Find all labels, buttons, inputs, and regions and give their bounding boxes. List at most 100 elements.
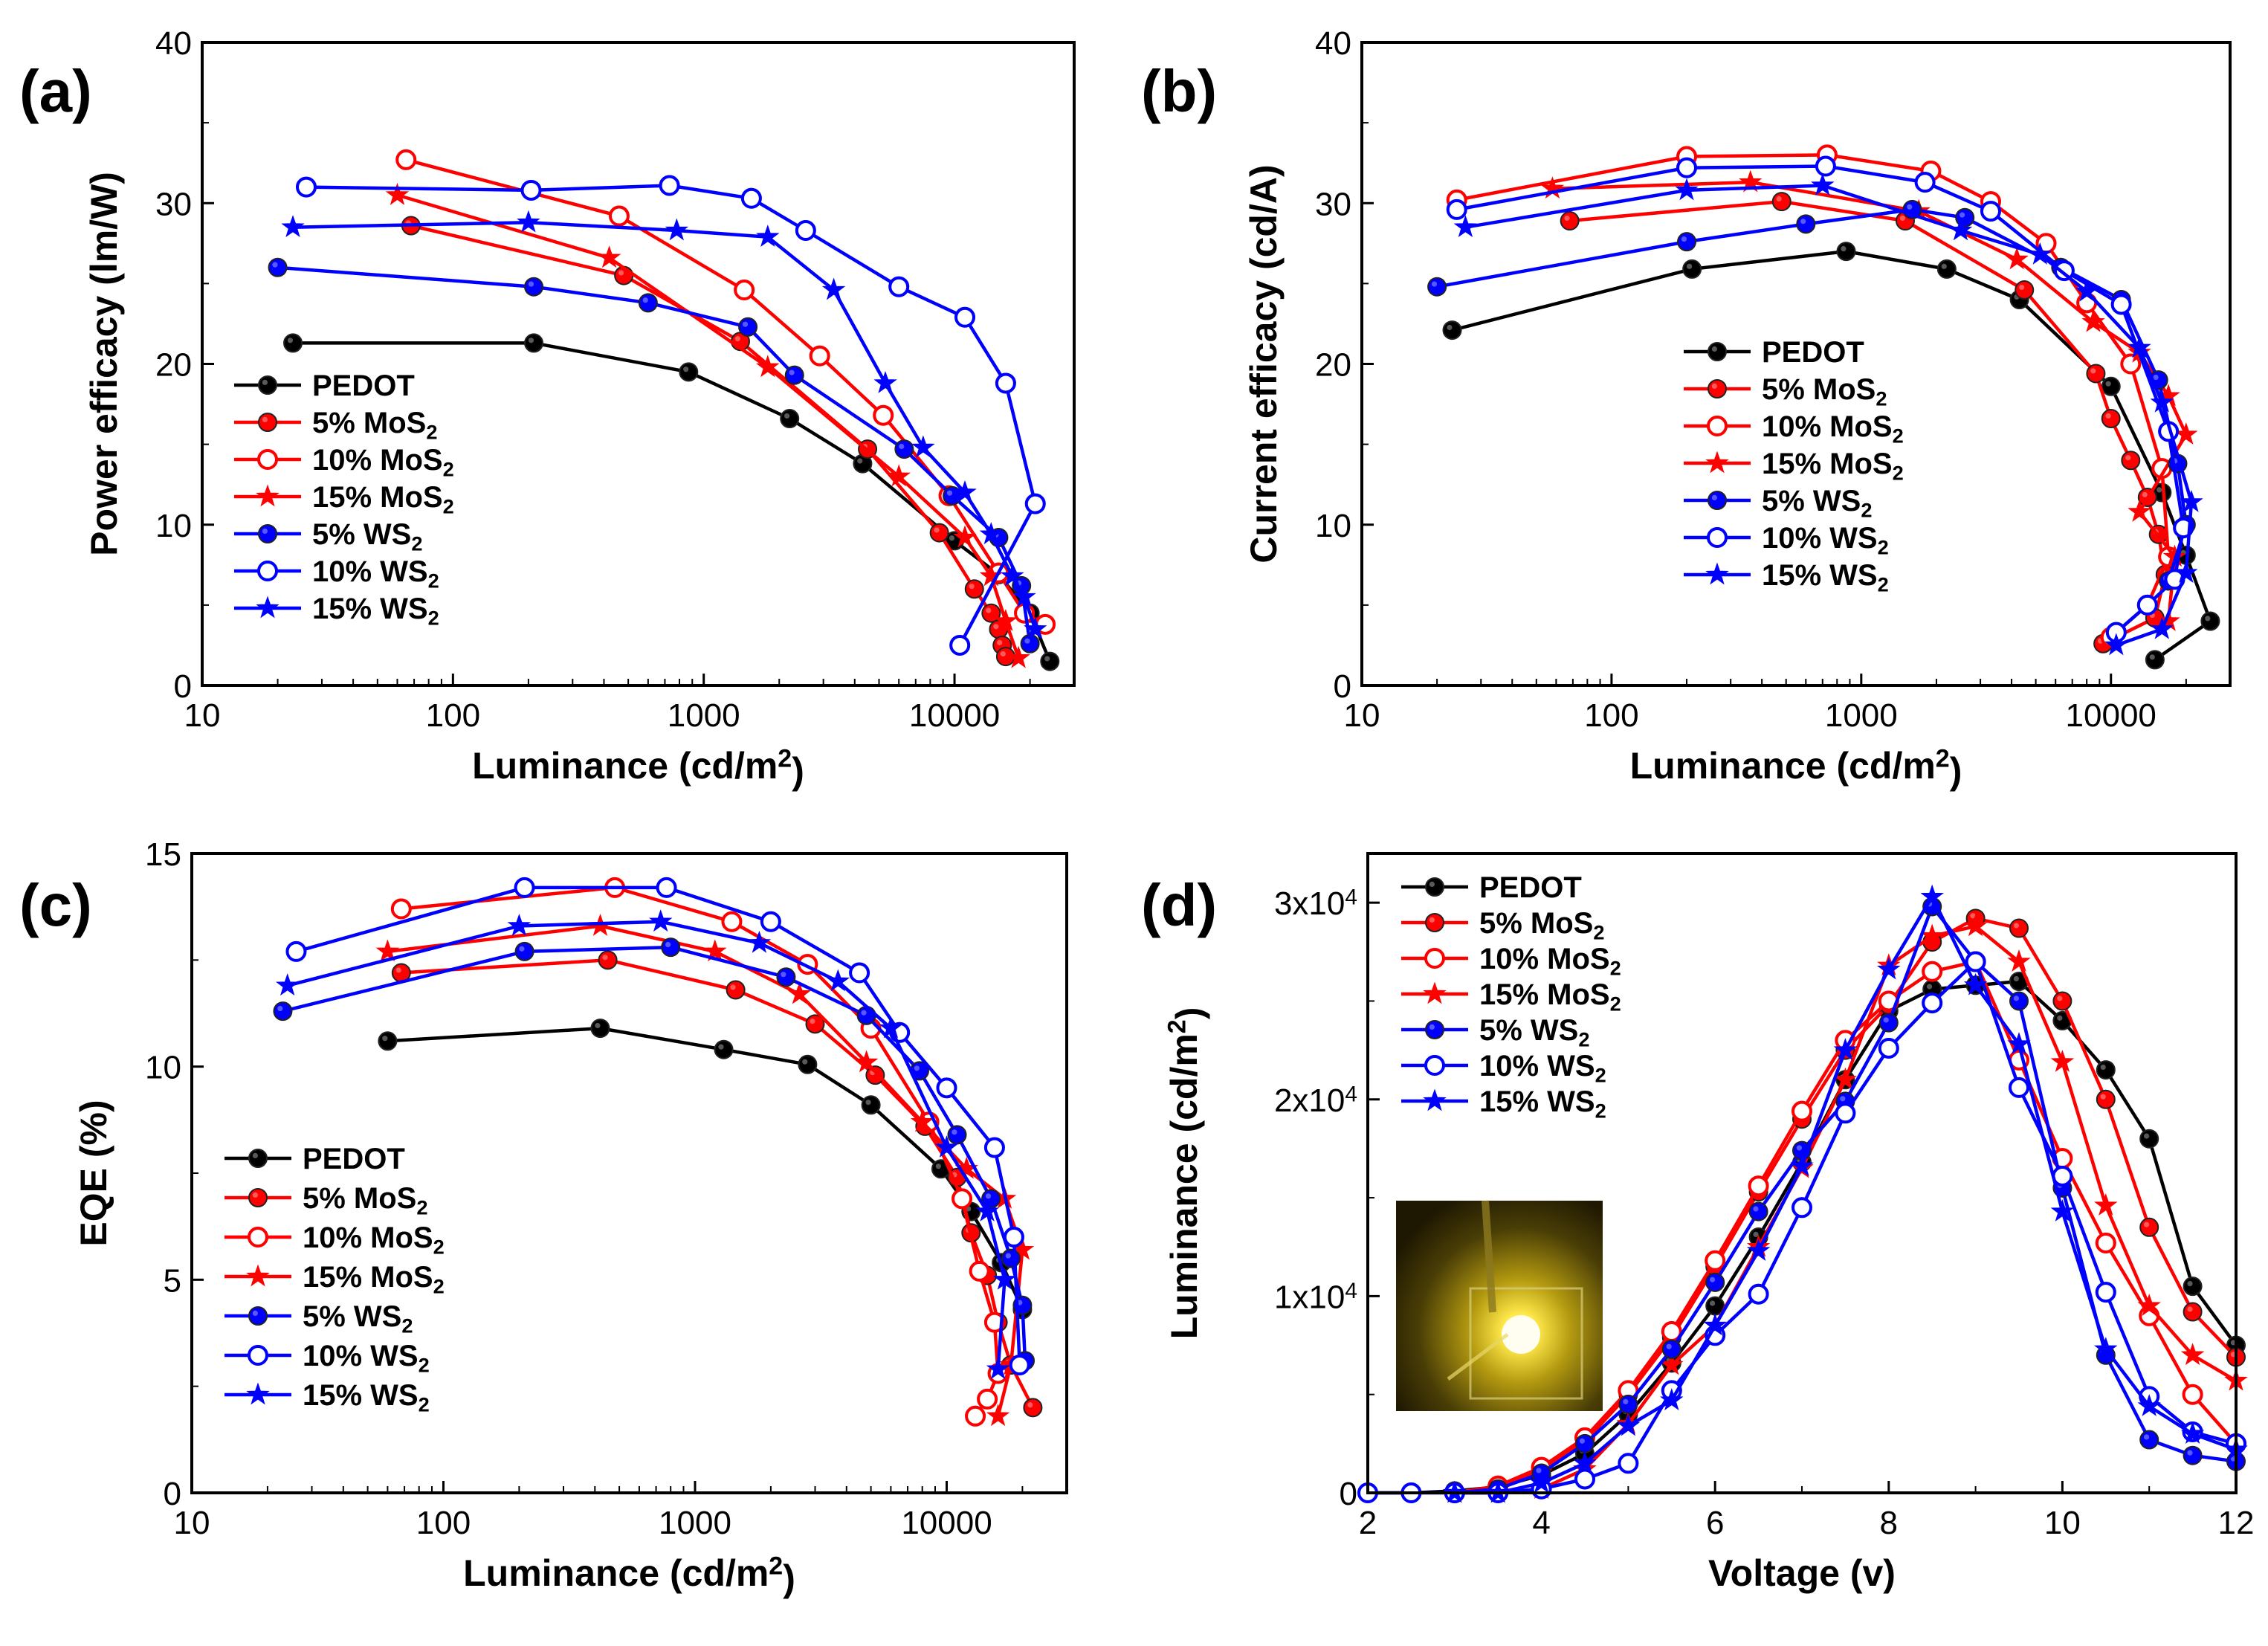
legend-item-5pct-ws2: 5% WS2	[1684, 485, 1872, 522]
inset-light-spot	[1502, 1315, 1540, 1354]
data-point-10pct-ws2	[2095, 1282, 2116, 1303]
y-tick-label: 1x104	[1274, 1279, 1357, 1315]
plot-frame	[201, 41, 1076, 687]
data-point-15pct-mos2	[986, 1404, 1010, 1427]
data-point-5pct-ws2	[1618, 1394, 1638, 1414]
series-line-5pct-ws2	[277, 265, 1032, 645]
data-point-15pct-ws2	[1877, 957, 1901, 980]
data-point-pedot-dot	[1836, 242, 1856, 262]
legend-label: 15% MoS2	[303, 1261, 445, 1298]
data-point-5pct-ws2	[1955, 207, 1975, 227]
data-point-5pct-mos2-shine	[2100, 1094, 2106, 1100]
data-point-10pct-mos2-shade	[969, 1260, 990, 1272]
data-point-5pct-mos2	[2101, 409, 2121, 429]
legend-swatch-marker-dot	[258, 524, 277, 543]
legend-swatch-marker	[1423, 1088, 1447, 1111]
data-point-10pct-ws2-shade	[2105, 622, 2127, 633]
legend-item-15pct-ws2: 15% WS2	[224, 1379, 430, 1416]
y-axis-label-main: Power efficacy (lm/W)	[83, 172, 125, 556]
data-point-pedot-dot	[2145, 650, 2165, 670]
plot-frame	[190, 852, 1068, 1494]
data-point-10pct-mos2	[1748, 1175, 1769, 1197]
data-point-10pct-ws2-shade	[2173, 517, 2194, 529]
data-point-5pct-ws2	[2139, 1430, 2159, 1450]
legend-label-main: 15% MoS	[1762, 448, 1893, 480]
legend-label: 10% WS2	[1479, 1050, 1606, 1087]
data-point-10pct-ws2	[1922, 993, 1943, 1014]
legend-label-main: 5% WS	[312, 518, 411, 551]
data-point-5pct-mos2	[391, 963, 411, 983]
data-point-10pct-mos2-shade	[1705, 1250, 1726, 1261]
legend-label-sub: 2	[1893, 462, 1904, 485]
data-point-10pct-ws2	[2110, 294, 2132, 315]
legend-label: 5% WS2	[312, 518, 422, 555]
data-point-10pct-mos2-shade	[809, 345, 830, 356]
legend-label: 10% MoS2	[1479, 943, 1621, 980]
legend-swatch-marker	[1425, 913, 1444, 932]
series-5pct-mos2	[391, 950, 1043, 1418]
y-tick-label-sup: 4	[1345, 885, 1357, 910]
data-point-15pct-ws2	[649, 909, 673, 932]
data-point-15pct-ws2	[979, 522, 1004, 545]
data-point-10pct-ws2	[1815, 155, 1836, 177]
legend-item-10pct-mos2: 10% MoS2	[224, 1221, 445, 1259]
data-point-5pct-mos2-shine	[2105, 413, 2111, 419]
data-point-5pct-ws2-dot	[638, 293, 658, 313]
panel-label: (b)	[1141, 58, 1217, 124]
legend-swatch-marker	[246, 1382, 270, 1405]
data-point-5pct-mos2	[805, 1014, 825, 1034]
series-line-10pct-ws2	[295, 885, 1021, 1366]
data-point-10pct-ws2-shade	[285, 940, 307, 952]
legend-label-main: 5% WS	[303, 1300, 401, 1333]
data-point-pedot-shine	[1710, 1300, 1716, 1306]
data-point-15pct-ws2	[1790, 1154, 1814, 1177]
data-point-pedot-shine	[2144, 1133, 2150, 1139]
series-line-pedot	[1451, 249, 2212, 662]
data-point-10pct-mos2-shade	[2182, 1384, 2203, 1395]
data-point-15pct-ws2	[281, 215, 305, 238]
legend-swatch-marker	[1423, 981, 1447, 1004]
data-point-10pct-ws2-shade	[1815, 155, 1836, 167]
data-point-5pct-ws2	[2009, 991, 2029, 1011]
data-point-15pct-ws2	[1453, 215, 1478, 238]
data-point-15pct-mos2	[2174, 422, 2198, 445]
data-point-15pct-mos2	[1007, 645, 1030, 668]
data-point-pedot	[2200, 611, 2220, 631]
legend-item-5pct-ws2: 5% WS2	[224, 1300, 413, 1337]
legend-swatch-marker-dot	[1708, 342, 1727, 361]
legend-label-sub: 2	[428, 569, 439, 593]
y-tick-label: 20	[1315, 347, 1351, 384]
data-point-10pct-ws2	[656, 877, 677, 898]
data-point-5pct-mos2-dot	[598, 950, 618, 970]
legend-swatch-marker	[1425, 1020, 1444, 1039]
data-point-5pct-ws2-dot	[1955, 207, 1975, 227]
data-point-15pct-ws2	[2104, 633, 2128, 656]
data-point-10pct-mos2	[2182, 1384, 2203, 1405]
data-point-10pct-mos2-shade	[721, 911, 743, 922]
data-point-10pct-ws2	[1878, 1037, 1899, 1059]
legend-item-10pct-mos2: 10% MoS2	[1401, 943, 1621, 980]
data-point-15pct-ws2	[873, 370, 897, 393]
data-point-15pct-mos2	[787, 981, 812, 1004]
data-point-15pct-mos2	[854, 1050, 879, 1073]
data-point-5pct-ws2	[661, 937, 681, 958]
data-point-10pct-mos2	[2095, 1232, 2116, 1253]
legend-swatch-marker-shade	[1424, 948, 1445, 959]
x-axis-label-sup: 2	[769, 1552, 783, 1581]
legend-swatch-marker	[248, 1345, 268, 1366]
legend-item-15pct-ws2: 15% WS2	[234, 593, 439, 630]
legend-swatch-marker-dot	[1425, 913, 1444, 932]
series-10pct-ws2	[285, 877, 1030, 1375]
y-axis-label: Current efficacy (cd/A)	[1243, 164, 1285, 563]
x-tick-label: 4	[1532, 1505, 1550, 1541]
legend-swatch-marker	[257, 561, 278, 581]
data-point-10pct-ws2	[1792, 1197, 1812, 1219]
data-point-15pct-ws2	[1811, 172, 1835, 196]
data-point-5pct-mos2	[2009, 918, 2029, 938]
legend-item-5pct-mos2: 5% MoS2	[1401, 907, 1604, 944]
data-point-pedot	[378, 1031, 398, 1051]
data-point-5pct-ws2-dot	[776, 967, 796, 987]
legend-swatch-marker	[1708, 379, 1727, 398]
data-point-10pct-ws2-shade	[2110, 294, 2132, 305]
